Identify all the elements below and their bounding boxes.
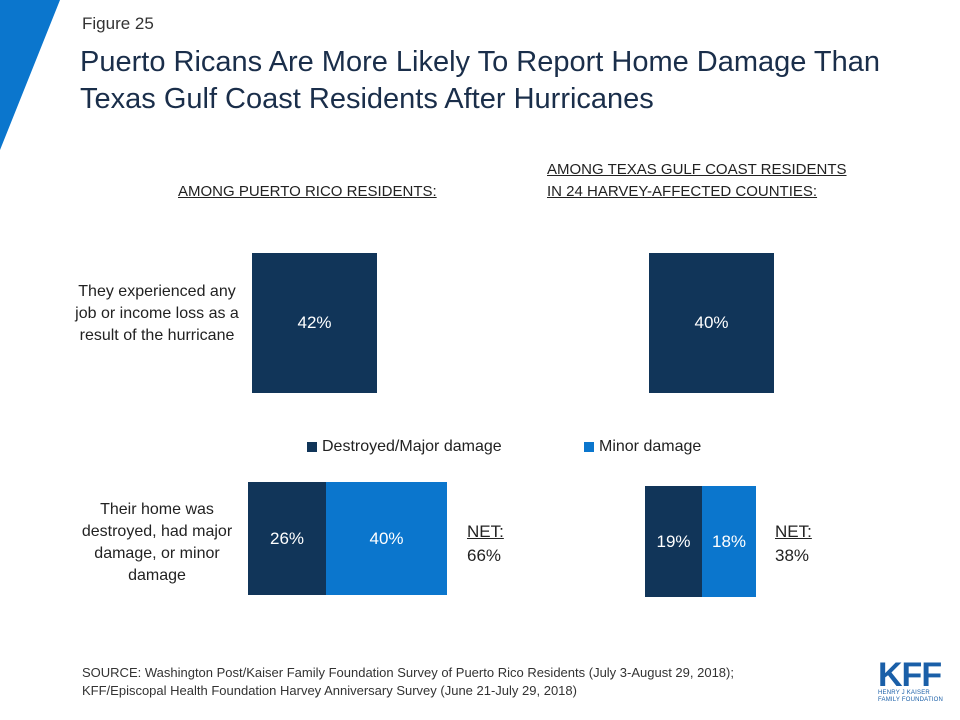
net-tx-value: 38% bbox=[775, 546, 810, 565]
net-pr-label: NET: bbox=[467, 522, 504, 541]
legend-swatch-mid bbox=[584, 442, 594, 452]
bar-tx-job-loss-label: 40% bbox=[694, 313, 729, 332]
row-label-job-loss: They experienced any job or income loss … bbox=[75, 283, 239, 344]
figure-label: Figure 25 bbox=[82, 14, 154, 33]
bar-tx-job-loss: 40% bbox=[649, 253, 774, 393]
texas-header-line1: AMONG TEXAS GULF COAST RESIDENTS bbox=[547, 161, 847, 178]
logo-wordmark: KFF bbox=[878, 656, 942, 694]
legend-label-destroyed: Destroyed/Major damage bbox=[322, 438, 502, 455]
net-pr-value: 66% bbox=[467, 546, 502, 565]
legend-item-minor: Minor damage bbox=[584, 438, 701, 456]
bar-pr-job-loss-label: 42% bbox=[297, 313, 332, 332]
net-puerto-rico: NET: 66% bbox=[467, 520, 504, 568]
legend-swatch-dark bbox=[307, 442, 317, 452]
net-texas: NET: 38% bbox=[775, 520, 812, 568]
bar-pr-minor: 40% bbox=[326, 482, 447, 595]
source-line1: SOURCE: Washington Post/Kaiser Family Fo… bbox=[82, 665, 734, 680]
logo-sub1: HENRY J KAISER bbox=[878, 690, 930, 696]
kff-logo: KFF HENRY J KAISER FAMILY FOUNDATION bbox=[878, 656, 948, 704]
source-note: SOURCE: Washington Post/Kaiser Family Fo… bbox=[82, 664, 842, 700]
row-label-home-damage: Their home was destroyed, had major dama… bbox=[81, 501, 233, 584]
bar-tx-minor-label: 18% bbox=[711, 531, 747, 551]
bar-pr-minor-label: 40% bbox=[369, 528, 404, 548]
chart-title: Puerto Ricans Are More Likely To Report … bbox=[80, 46, 881, 115]
bar-tx-destroyed: 19% bbox=[645, 486, 702, 597]
bar-pr-destroyed: 26% bbox=[248, 482, 326, 595]
puerto-rico-header: AMONG PUERTO RICO RESIDENTS: bbox=[178, 183, 437, 200]
bar-pr-job-loss: 42% bbox=[252, 253, 377, 393]
logo-sub2: FAMILY FOUNDATION bbox=[878, 697, 944, 703]
texas-header-line2: IN 24 HARVEY-AFFECTED COUNTIES: bbox=[547, 183, 818, 200]
bar-tx-destroyed-label: 19% bbox=[656, 531, 691, 551]
logo-subtitle: HENRY J KAISER FAMILY FOUNDATION bbox=[878, 690, 948, 704]
bar-tx-minor: 18% bbox=[702, 486, 756, 597]
legend-label-minor: Minor damage bbox=[599, 438, 702, 455]
source-line2: KFF/Episcopal Health Foundation Harvey A… bbox=[82, 683, 577, 698]
texas-header: AMONG TEXAS GULF COAST RESIDENTS IN 24 H… bbox=[547, 159, 847, 203]
net-tx-label: NET: bbox=[775, 522, 812, 541]
corner-decoration bbox=[0, 0, 60, 150]
legend-item-destroyed: Destroyed/Major damage bbox=[307, 438, 502, 456]
bar-pr-destroyed-label: 26% bbox=[269, 528, 305, 548]
